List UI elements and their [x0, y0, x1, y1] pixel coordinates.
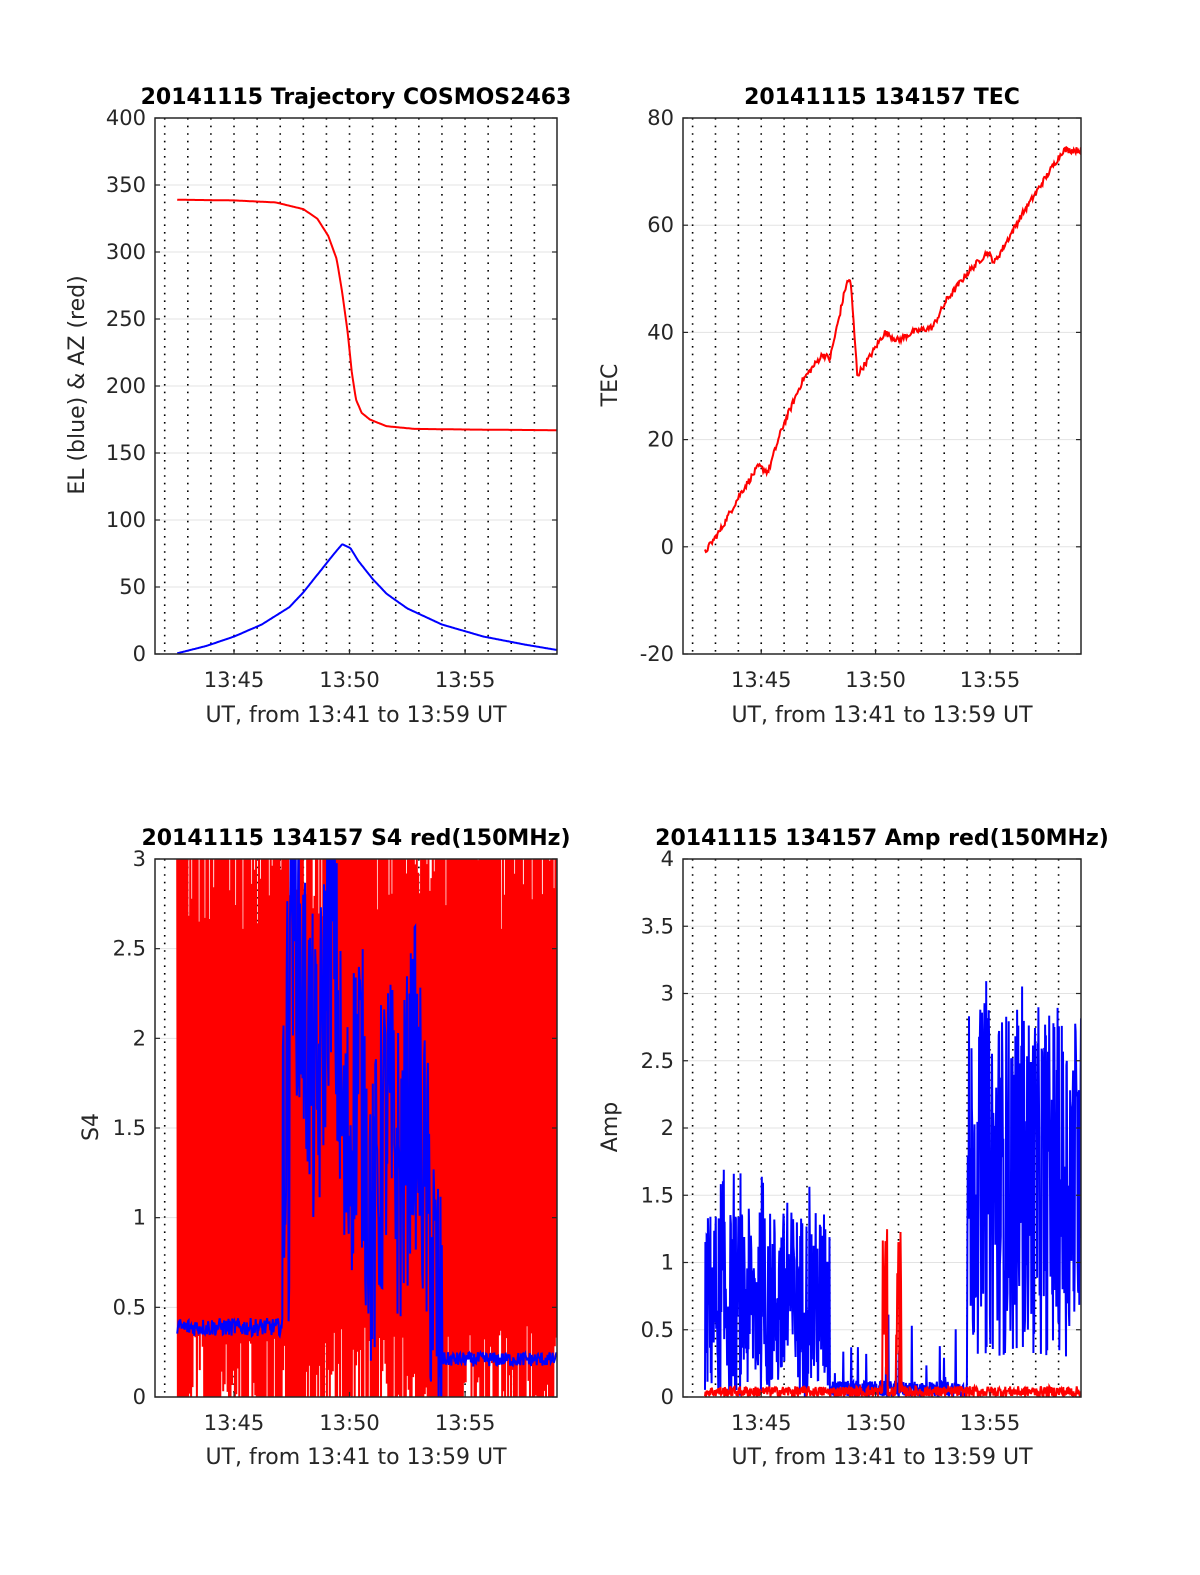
s4-xtick-label: 13:50 — [319, 1411, 380, 1435]
tec-panel: 20141115 134157 TEC TEC UT, from 13:41 t… — [598, 85, 1082, 728]
trajectory-series-red-line — [177, 198, 557, 432]
amp-ytick-label: 1 — [661, 1251, 674, 1275]
tec-series-red-line — [704, 145, 1081, 554]
tec-data — [704, 145, 1081, 554]
tec-ytick-label: 80 — [647, 106, 674, 130]
amp-ytick-label: 4 — [661, 847, 674, 871]
tec-ytick-label: -20 — [640, 642, 674, 666]
s4-ytick-label: 0 — [133, 1385, 146, 1409]
trajectory-xlabel: UT, from 13:41 to 13:59 UT — [205, 703, 507, 728]
s4-series-blue-line — [176, 859, 557, 1397]
amp-ytick-label: 3.5 — [641, 914, 674, 938]
amp-xtick-label: 13:50 — [845, 1411, 906, 1435]
tec-axes-box — [682, 117, 1082, 655]
amp-ytick-label: 1.5 — [641, 1183, 674, 1207]
amp-xtick-label: 13:55 — [960, 1411, 1021, 1435]
tec-xtick-label: 13:55 — [960, 668, 1021, 692]
trajectory-panel: 20141115 Trajectory COSMOS2463 EL (blue)… — [65, 85, 571, 728]
s4-ytick-label: 1.5 — [113, 1116, 146, 1140]
amp-ytick-label: 0 — [661, 1385, 674, 1409]
trajectory-ytick-label: 200 — [106, 374, 146, 398]
amp-title: 20141115 134157 Amp red(150MHz) — [655, 826, 1109, 851]
trajectory-ytick-label: 300 — [106, 240, 146, 264]
amp-ytick-label: 2.5 — [641, 1049, 674, 1073]
trajectory-ytick-label: 350 — [106, 173, 146, 197]
s4-data — [176, 859, 557, 1397]
trajectory-title: 20141115 Trajectory COSMOS2463 — [141, 85, 572, 110]
trajectory-ytick-label: 50 — [119, 575, 146, 599]
trajectory-data — [176, 198, 557, 654]
trajectory-series-blue-line — [176, 543, 557, 654]
amp-ytick-label: 2 — [661, 1116, 674, 1140]
s4-xlabel: UT, from 13:41 to 13:59 UT — [205, 1445, 507, 1470]
tec-plot-area — [683, 118, 1081, 654]
s4-ytick-label: 2.5 — [113, 937, 146, 961]
trajectory-ytick-label: 250 — [106, 307, 146, 331]
tec-ylabel: TEC — [598, 364, 623, 408]
s4-ytick-label: 2 — [133, 1026, 146, 1050]
tec-ytick-label: 0 — [661, 535, 674, 559]
s4-ytick-label: 0.5 — [113, 1295, 146, 1319]
amp-xlabel: UT, from 13:41 to 13:59 UT — [731, 1445, 1033, 1470]
amp-series-blue-line — [704, 981, 1081, 1397]
s4-series-red-line — [176, 859, 557, 1397]
tec-xtick-label: 13:45 — [731, 668, 792, 692]
trajectory-ytick-label: 400 — [106, 106, 146, 130]
trajectory-ytick-label: 150 — [106, 441, 146, 465]
tec-xlabel: UT, from 13:41 to 13:59 UT — [731, 703, 1033, 728]
trajectory-xtick-label: 13:50 — [319, 668, 380, 692]
s4-ytick-label: 1 — [133, 1206, 146, 1230]
amp-panel: 20141115 134157 Amp red(150MHz) Amp UT, … — [598, 826, 1109, 1470]
tec-ytick-label: 40 — [647, 320, 674, 344]
s4-panel: 20141115 134157 S4 red(150MHz) S4 UT, fr… — [79, 826, 571, 1470]
trajectory-xtick-label: 13:55 — [435, 668, 496, 692]
amp-ylabel: Amp — [598, 1102, 623, 1152]
tec-ytick-label: 60 — [647, 213, 674, 237]
tec-title: 20141115 134157 TEC — [744, 85, 1020, 110]
tec-xtick-label: 13:50 — [845, 668, 906, 692]
s4-xtick-label: 13:55 — [435, 1411, 496, 1435]
amp-ytick-label: 3 — [661, 982, 674, 1006]
s4-ytick-label: 3 — [133, 847, 146, 871]
s4-title: 20141115 134157 S4 red(150MHz) — [141, 826, 570, 851]
trajectory-ylabel: EL (blue) & AZ (red) — [65, 275, 90, 494]
s4-ylabel: S4 — [79, 1113, 104, 1141]
tec-ytick-label: 20 — [647, 428, 674, 452]
amp-xtick-label: 13:45 — [731, 1411, 792, 1435]
trajectory-ytick-label: 0 — [133, 642, 146, 666]
amp-ytick-label: 0.5 — [641, 1318, 674, 1342]
trajectory-ytick-label: 100 — [106, 508, 146, 532]
trajectory-xtick-label: 13:45 — [204, 668, 265, 692]
s4-xtick-label: 13:45 — [204, 1411, 265, 1435]
